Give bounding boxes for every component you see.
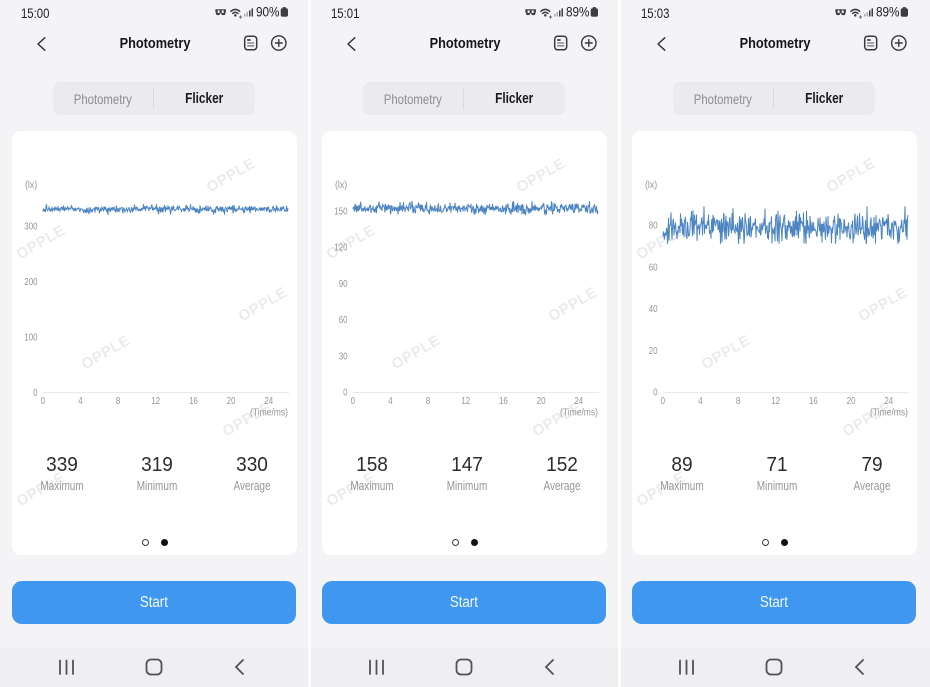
svg-text:300: 300 bbox=[24, 222, 38, 233]
svg-text:8: 8 bbox=[116, 396, 121, 407]
svg-text:20: 20 bbox=[537, 396, 546, 407]
svg-text:20: 20 bbox=[649, 346, 658, 357]
svg-text:90%: 90% bbox=[256, 5, 280, 20]
svg-text:60: 60 bbox=[649, 263, 658, 274]
svg-text:20: 20 bbox=[847, 396, 856, 407]
svg-text:(Time/ms): (Time/ms) bbox=[870, 408, 908, 419]
svg-text:100: 100 bbox=[24, 333, 38, 344]
svg-text:80: 80 bbox=[649, 221, 658, 232]
svg-text:4: 4 bbox=[78, 396, 83, 407]
svg-text:89%: 89% bbox=[876, 5, 900, 20]
svg-text:0: 0 bbox=[661, 396, 666, 407]
svg-text:(Time/ms): (Time/ms) bbox=[250, 408, 288, 419]
svg-text:20: 20 bbox=[227, 396, 236, 407]
svg-text:200: 200 bbox=[24, 277, 38, 288]
svg-text:0: 0 bbox=[343, 388, 348, 399]
svg-text:24: 24 bbox=[574, 396, 583, 407]
svg-text:30: 30 bbox=[339, 351, 348, 362]
svg-text:24: 24 bbox=[264, 396, 273, 407]
svg-text:4: 4 bbox=[388, 396, 393, 407]
svg-text:90: 90 bbox=[339, 279, 348, 290]
svg-text:0: 0 bbox=[41, 396, 46, 407]
svg-text:60: 60 bbox=[339, 315, 348, 326]
svg-text:89%: 89% bbox=[566, 5, 590, 20]
svg-text:40: 40 bbox=[649, 304, 658, 315]
svg-text:12: 12 bbox=[151, 396, 160, 407]
svg-text:150: 150 bbox=[334, 207, 348, 218]
svg-text:4: 4 bbox=[698, 396, 703, 407]
svg-text:16: 16 bbox=[189, 396, 198, 407]
svg-text:8: 8 bbox=[426, 396, 431, 407]
svg-text:0: 0 bbox=[653, 388, 658, 399]
svg-text:24: 24 bbox=[884, 396, 893, 407]
svg-text:12: 12 bbox=[771, 396, 780, 407]
svg-text:120: 120 bbox=[334, 243, 348, 254]
svg-text:12: 12 bbox=[461, 396, 470, 407]
svg-text:16: 16 bbox=[499, 396, 508, 407]
svg-text:(Time/ms): (Time/ms) bbox=[560, 408, 598, 419]
svg-text:0: 0 bbox=[351, 396, 356, 407]
svg-text:16: 16 bbox=[809, 396, 818, 407]
svg-text:8: 8 bbox=[736, 396, 741, 407]
svg-text:0: 0 bbox=[33, 388, 38, 399]
